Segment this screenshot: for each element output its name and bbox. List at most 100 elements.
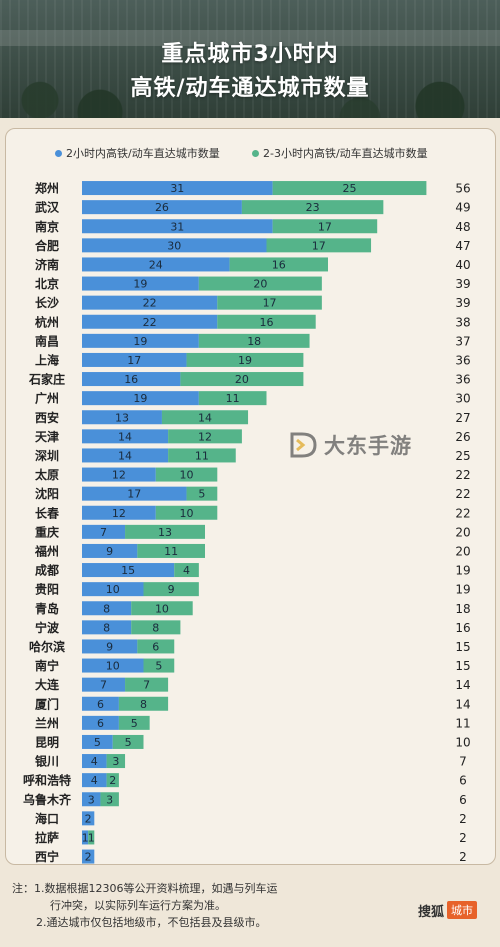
- bar-segment-2h: [82, 181, 273, 196]
- bar-segment-2-3h: [155, 467, 218, 482]
- bar-segment-2h: [82, 505, 156, 520]
- category-label: 南宁: [35, 658, 59, 673]
- category-label: 合肥: [35, 238, 59, 253]
- bar-segment-2-3h: [88, 830, 95, 845]
- total-label: 19: [455, 564, 470, 578]
- bar-segment-2-3h: [217, 295, 322, 310]
- total-label: 30: [455, 392, 470, 406]
- bar-segment-2-3h: [143, 658, 175, 673]
- category-label: 拉萨: [35, 830, 59, 845]
- legend-series2: 2-3小时内高铁/动车直达城市数量: [252, 146, 428, 160]
- data-label-2h: 14: [118, 430, 132, 443]
- data-label-2-3h: 5: [125, 736, 132, 749]
- legend-series1: 2小时内高铁/动车直达城市数量: [55, 146, 220, 160]
- total-label: 6: [459, 774, 467, 788]
- bar-segment-2-3h: [241, 200, 384, 215]
- category-label: 呼和浩特: [23, 773, 71, 788]
- page-title-line1: 重点城市3小时内: [161, 42, 339, 67]
- data-label-2-3h: 11: [164, 545, 178, 558]
- bar-segment-2h: [82, 391, 199, 406]
- total-label: 38: [455, 315, 470, 329]
- bar-segment-2-3h: [161, 410, 249, 425]
- total-label: 2: [459, 850, 467, 864]
- bar-segment-2-3h: [131, 601, 193, 616]
- total-label: 39: [455, 296, 470, 310]
- bar-segment-2-3h: [198, 333, 310, 348]
- category-label: 郑州: [35, 181, 59, 196]
- total-label: 7: [459, 755, 467, 769]
- data-label-2h: 2: [85, 851, 92, 864]
- data-label-2-3h: 4: [183, 564, 190, 577]
- data-label-2h: 12: [112, 469, 126, 482]
- data-label-2h: 6: [97, 717, 104, 730]
- data-label-2h: 24: [149, 258, 163, 271]
- total-label: 36: [455, 373, 470, 387]
- total-label: 36: [455, 353, 470, 367]
- total-label: 15: [455, 640, 470, 654]
- bar-segment-2h: [82, 849, 95, 864]
- total-label: 10: [455, 735, 470, 749]
- category-label: 南京: [35, 219, 59, 234]
- data-label-2-3h: 8: [152, 621, 159, 634]
- legend-dot-blue: [55, 149, 62, 157]
- bar-segment-2-3h: [217, 314, 316, 329]
- data-label-2-3h: 10: [180, 507, 194, 520]
- bar-segment-2-3h: [106, 773, 119, 788]
- total-label: 26: [455, 430, 470, 444]
- data-label-2-3h: 5: [198, 488, 205, 501]
- bar-segment-2h: [82, 276, 199, 291]
- category-label: 宁波: [35, 620, 60, 635]
- data-label-2-3h: 17: [318, 220, 332, 233]
- bar-segment-2h: [82, 429, 169, 444]
- total-label: 15: [455, 659, 470, 673]
- legend-dot-green: [252, 149, 259, 157]
- category-label: 大连: [35, 677, 60, 692]
- data-label-2-3h: 10: [155, 602, 169, 615]
- data-label-2h: 15: [121, 564, 135, 577]
- category-label: 西宁: [35, 849, 59, 864]
- note-line1b: 行冲突，以实际列车运行方案为准。: [50, 899, 226, 912]
- category-label: 上海: [35, 352, 59, 367]
- total-label: 16: [455, 621, 470, 635]
- data-label-2h: 12: [112, 507, 126, 520]
- bar-segment-2-3h: [106, 754, 126, 769]
- data-label-2h: 14: [118, 449, 132, 462]
- header-banner: 重点城市3小时内 高铁/动车通达城市数量: [0, 0, 500, 118]
- bar-segment-2h: [82, 467, 156, 482]
- data-label-2h: 9: [106, 640, 113, 653]
- bar-segment-2-3h: [198, 391, 267, 406]
- category-label: 厦门: [35, 696, 59, 711]
- bar-segment-2h: [82, 658, 144, 673]
- total-label: 14: [455, 678, 470, 692]
- bar-segment-2h: [82, 219, 273, 234]
- total-label: 20: [455, 525, 470, 539]
- total-label: 49: [455, 201, 470, 215]
- total-label: 22: [455, 468, 470, 482]
- bar-segment-2h: [82, 696, 119, 711]
- category-label: 乌鲁木齐: [23, 792, 72, 807]
- category-label: 济南: [35, 257, 59, 272]
- bar-segment-2h: [82, 238, 267, 253]
- category-label: 沈阳: [35, 486, 59, 501]
- category-label: 武汉: [35, 200, 60, 215]
- data-label-2-3h: 23: [306, 201, 320, 214]
- data-label-2h: 22: [143, 297, 157, 310]
- data-label-2h: 8: [103, 621, 110, 634]
- bar-segment-2-3h: [137, 543, 205, 558]
- data-label-2h: 31: [170, 182, 184, 195]
- bar-segment-2-3h: [112, 734, 144, 749]
- bar-segment-2h: [82, 734, 113, 749]
- bar-segment-2h: [82, 715, 119, 730]
- total-label: 56: [455, 182, 470, 196]
- brand-name: 搜狐: [418, 904, 445, 920]
- data-label-2h: 10: [106, 660, 120, 673]
- data-label-2h: 1: [82, 831, 89, 844]
- bar-segment-2-3h: [143, 582, 199, 597]
- category-label: 西安: [35, 410, 59, 425]
- total-label: 25: [455, 449, 470, 463]
- data-label-2-3h: 20: [235, 373, 249, 386]
- bar-segment-2h: [82, 486, 187, 501]
- note-line1: 注：1.数据根据12306等公开资料梳理，如遇与列车运: [12, 882, 278, 895]
- data-label-2h: 31: [170, 220, 184, 233]
